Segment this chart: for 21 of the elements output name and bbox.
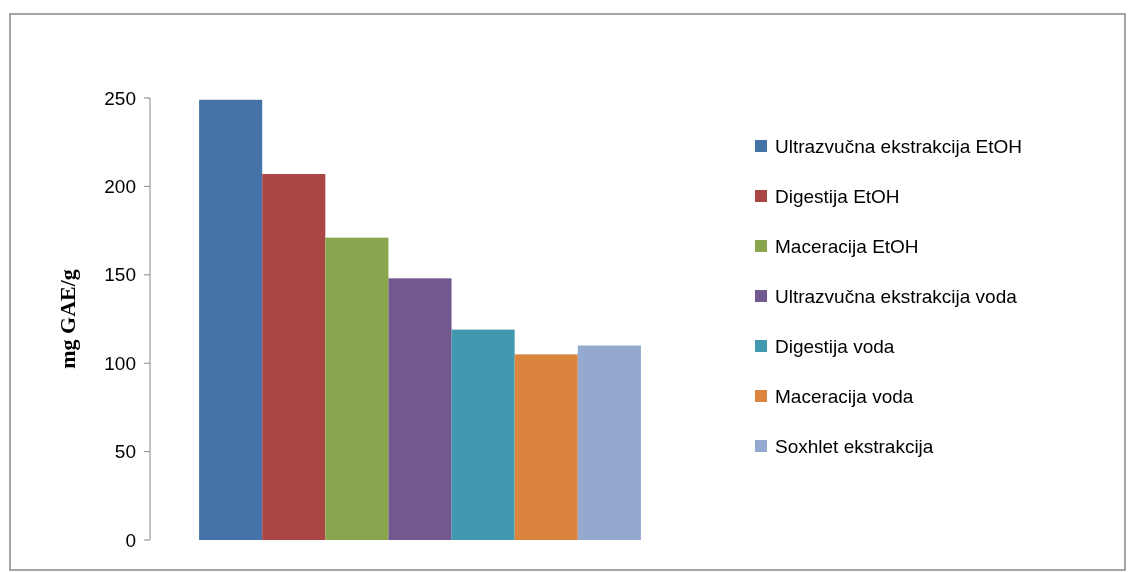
legend-label: Ultrazvučna ekstrakcija voda (775, 285, 1018, 307)
y-tick-label: 200 (104, 176, 136, 198)
y-axis-title: mg GAE/g (55, 269, 80, 369)
legend-label: Digestija voda (775, 335, 895, 357)
bar (514, 354, 578, 540)
y-tick-label: 0 (125, 529, 136, 551)
bar (388, 278, 452, 540)
y-tick-label: 100 (104, 352, 136, 374)
legend-label: Maceracija voda (775, 385, 914, 407)
bar (199, 99, 263, 540)
legend-label: Ultrazvučna ekstrakcija EtOH (775, 135, 1023, 157)
bar (577, 345, 641, 540)
legend-label: Soxhlet ekstrakcija (775, 435, 934, 457)
y-tick-label: 50 (114, 441, 136, 463)
legend-label: Digestija EtOH (775, 185, 900, 207)
bar (262, 174, 326, 540)
y-tick-label: 150 (104, 264, 136, 286)
bar (451, 329, 515, 540)
y-tick-label: 250 (104, 87, 136, 109)
bar (325, 237, 389, 540)
legend-label: Maceracija EtOH (775, 235, 919, 257)
